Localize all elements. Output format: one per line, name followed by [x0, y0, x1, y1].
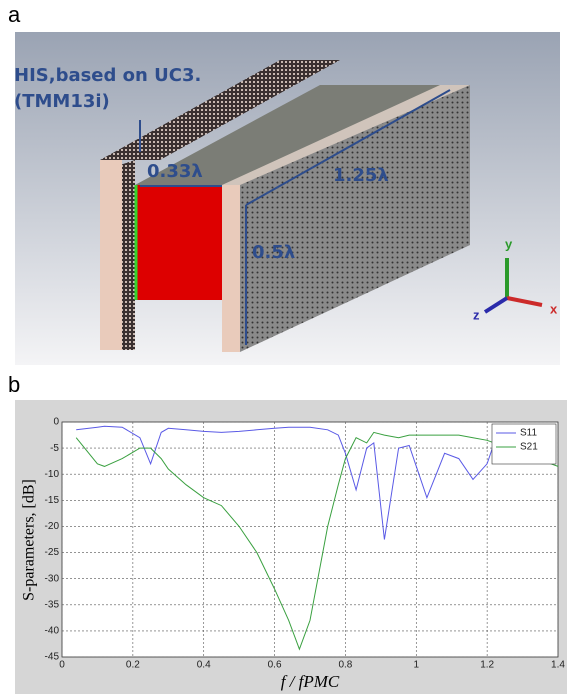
- page: {"panel_a": {"label": "a", "annotations"…: [0, 0, 567, 694]
- annotation: 0.33λ: [147, 161, 203, 182]
- legend-label: S11: [520, 428, 537, 439]
- x-tick-label: 1: [414, 660, 420, 671]
- y-tick-label: 0: [53, 417, 59, 428]
- annotation: HIS,based on UC3.: [14, 65, 201, 86]
- axis-label: z: [473, 307, 480, 322]
- y-tick-label: -35: [45, 599, 60, 610]
- panel-label: a: [8, 2, 21, 27]
- annotation: 1.25λ: [333, 165, 389, 186]
- annotation: (TMM13i): [14, 91, 110, 112]
- legend-label: S21: [520, 442, 538, 453]
- axis-label: x: [550, 301, 558, 316]
- x-axis-label: f / fPMC: [281, 672, 340, 691]
- y-axis-label: S-parameters, [dB]: [21, 479, 38, 601]
- annotation: 0.5λ: [252, 242, 295, 263]
- y-tick-label: -15: [45, 495, 60, 506]
- x-tick-label: 1.4: [551, 660, 565, 671]
- x-tick-label: 0.6: [268, 660, 282, 671]
- x-tick-label: 0: [59, 660, 65, 671]
- x-tick-label: 0.2: [126, 660, 140, 671]
- y-tick-label: -20: [45, 521, 60, 532]
- x-tick-label: 1.2: [480, 660, 494, 671]
- axis-label: y: [505, 236, 513, 251]
- y-tick-label: -30: [45, 573, 60, 584]
- y-tick-label: -10: [45, 469, 60, 480]
- figure: a HIS,based on UC3. (TMM13i) 0.33λ 1.25λ…: [0, 0, 567, 694]
- x-tick-label: 0.4: [197, 660, 211, 671]
- y-tick-label: -5: [50, 443, 59, 454]
- y-tick-label: -45: [45, 652, 60, 663]
- y-tick-label: -40: [45, 626, 60, 637]
- x-tick-label: 0.8: [338, 660, 352, 671]
- y-tick-label: -25: [45, 547, 60, 558]
- panel-label: b: [8, 372, 20, 397]
